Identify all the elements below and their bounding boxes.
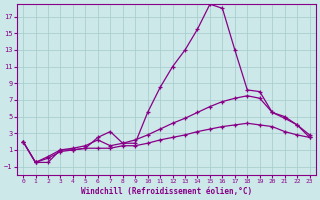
X-axis label: Windchill (Refroidissement éolien,°C): Windchill (Refroidissement éolien,°C) [81, 187, 252, 196]
